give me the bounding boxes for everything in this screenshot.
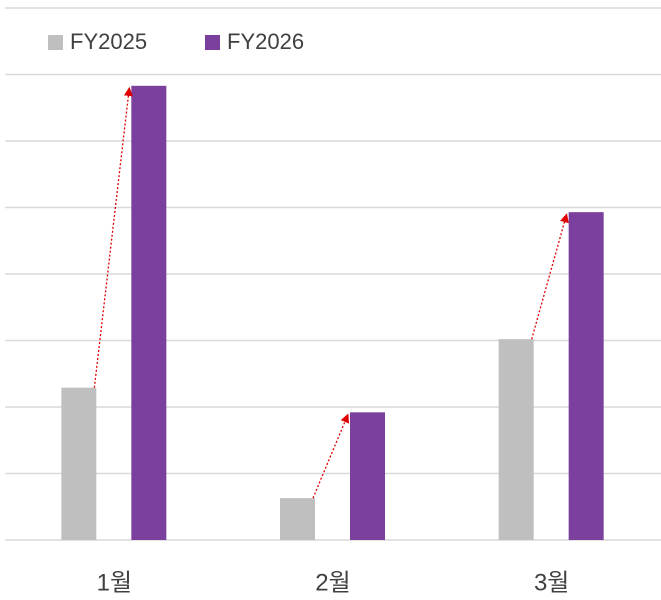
legend-label: FY2025: [70, 29, 147, 54]
x-tick-label: 2월: [315, 569, 350, 596]
growth-arrow: [312, 413, 350, 499]
x-tick-label: 1월: [97, 569, 132, 596]
bar: [498, 339, 534, 540]
bar: [568, 212, 604, 540]
legend-swatch: [48, 35, 63, 50]
bar: [350, 412, 385, 540]
x-tick-label: 3월: [534, 569, 569, 596]
bar: [280, 498, 315, 540]
bar: [131, 85, 167, 541]
growth-arrow: [93, 86, 133, 388]
growth-arrow: [531, 213, 569, 340]
legend-label: FY2026: [227, 29, 304, 54]
legend-swatch: [205, 35, 220, 50]
bar: [61, 387, 97, 540]
